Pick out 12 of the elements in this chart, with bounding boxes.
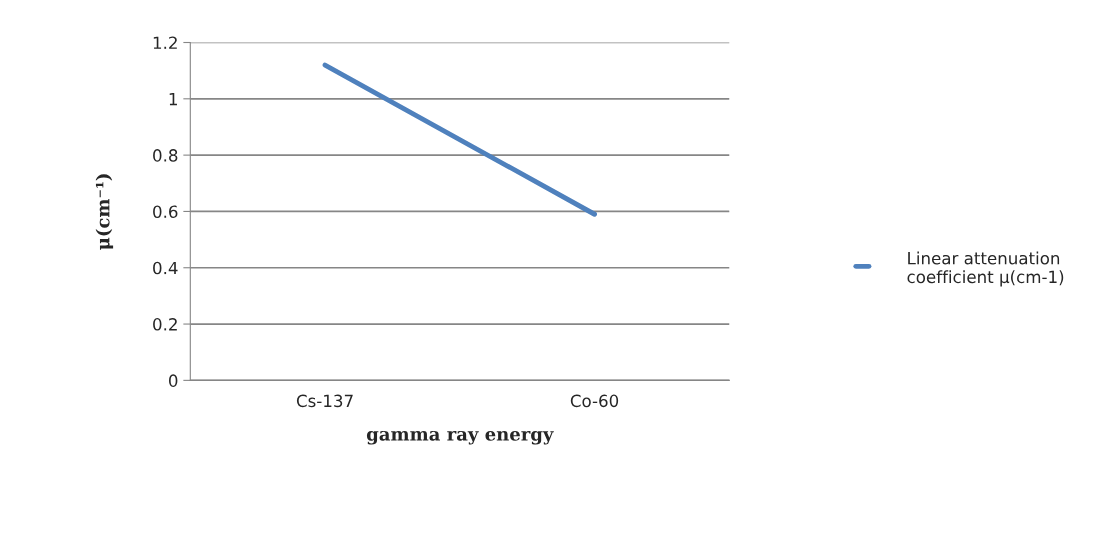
y-tick-label: 0.2 <box>153 318 177 331</box>
legend-label: Linear attenuation coefficient μ(cm-1) <box>907 251 1064 287</box>
y-tick-label: 0.6 <box>153 205 178 218</box>
x-axis-title: gamma ray energy <box>366 430 554 445</box>
y-tick-label: 1.2 <box>153 36 177 49</box>
y-tick-label: 0 <box>168 374 178 387</box>
y-tick-label: 0.8 <box>153 149 178 162</box>
y-tick-label: 1 <box>169 92 177 106</box>
x-tick-label: Co-60 <box>570 394 619 408</box>
y-axis-title: μ(cm⁻¹) <box>95 174 114 250</box>
y-tick-label: 0.4 <box>153 261 178 275</box>
x-tick-label: Cs-137 <box>296 394 353 408</box>
